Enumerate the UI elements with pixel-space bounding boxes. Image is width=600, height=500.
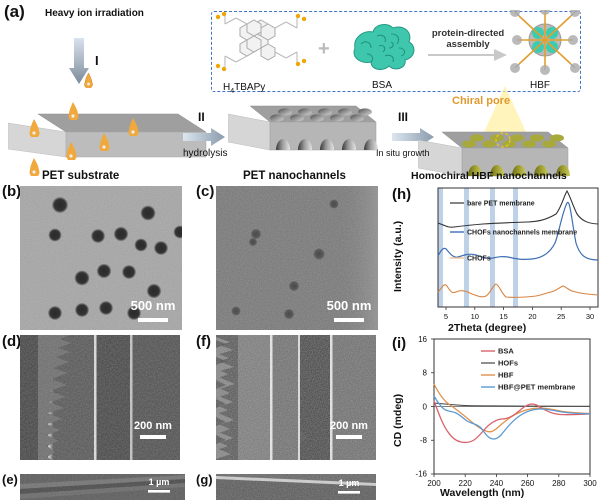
svg-text:30: 30 [586, 312, 594, 321]
svg-text:15: 15 [499, 312, 507, 321]
svg-text:10: 10 [471, 312, 479, 321]
svg-text:HBF@PET membrane: HBF@PET membrane [498, 383, 575, 392]
svg-text:300: 300 [583, 479, 597, 488]
svg-text:HBF: HBF [498, 371, 514, 380]
svg-text:25: 25 [557, 312, 565, 321]
svg-text:20: 20 [528, 312, 536, 321]
svg-text:16: 16 [418, 335, 427, 344]
svg-text:500 nm: 500 nm [131, 298, 176, 313]
svg-text:-8: -8 [420, 436, 428, 445]
svg-text:-16: -16 [415, 470, 427, 479]
svg-text:8: 8 [423, 369, 428, 378]
svg-text:280: 280 [552, 479, 566, 488]
svg-text:5: 5 [444, 312, 448, 321]
svg-text:1 µm: 1 µm [339, 478, 360, 488]
svg-text:CHOFs nanochannels membrane: CHOFs nanochannels membrane [467, 230, 577, 237]
svg-text:HOFs: HOFs [498, 359, 518, 368]
svg-text:500 nm: 500 nm [327, 298, 372, 313]
svg-text:1 µm: 1 µm [149, 477, 170, 487]
svg-text:CHOFs: CHOFs [467, 256, 491, 263]
svg-text:bare PET membrane: bare PET membrane [467, 201, 535, 208]
svg-text:BSA: BSA [498, 347, 514, 356]
svg-text:200 nm: 200 nm [134, 420, 172, 432]
svg-text:0: 0 [423, 403, 428, 412]
svg-text:200 nm: 200 nm [330, 420, 368, 432]
